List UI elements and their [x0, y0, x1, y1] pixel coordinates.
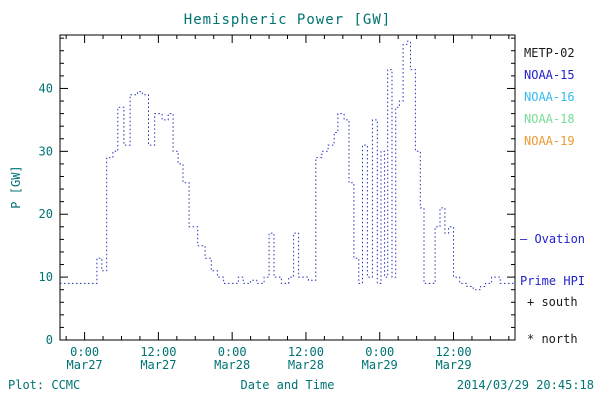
legend-south-marker: + south	[527, 295, 578, 309]
legend-item-noaa-19: NOAA-19	[524, 134, 575, 148]
chart-title: Hemispheric Power [GW]	[183, 12, 392, 28]
y-axis-label: P [GW]	[9, 165, 23, 209]
x-tick-time: 0:00	[70, 345, 99, 359]
x-tick-time: 12:00	[140, 345, 176, 359]
x-axis-label: Date and Time	[240, 378, 335, 392]
y-tick-label: 20	[39, 207, 53, 221]
plot-timestamp: 2014/03/29 20:45:18	[456, 378, 594, 392]
x-tick-date: Mar29	[362, 358, 398, 372]
x-tick-date: Mar27	[67, 358, 103, 372]
hpi-step-line	[60, 40, 515, 291]
y-tick-label: 10	[39, 270, 53, 284]
legend-ovation-prime-hpi: — Ovation Prime HPI	[520, 204, 585, 316]
y-tick-label: 0	[46, 333, 53, 347]
legend-north-marker: * north	[527, 332, 578, 346]
y-tick-label: 30	[39, 144, 53, 158]
ovation-label-line-1: — Ovation	[520, 232, 586, 246]
x-tick-time: 0:00	[365, 345, 394, 359]
plot-credit: Plot: CCMC	[8, 378, 81, 392]
legend-item-noaa-16: NOAA-16	[524, 90, 575, 104]
plot-border	[59, 34, 516, 341]
x-tick-date: Mar28	[214, 358, 250, 372]
x-tick-time: 12:00	[288, 345, 324, 359]
x-tick-date: Mar29	[435, 358, 471, 372]
x-tick-date: Mar28	[288, 358, 324, 372]
x-tick-date: Mar27	[140, 358, 176, 372]
legend-item-metp-02: METP-02	[524, 46, 575, 60]
ovation-label-line-2: Prime HPI	[520, 274, 586, 288]
legend-item-noaa-15: NOAA-15	[524, 68, 575, 82]
y-tick-label: 40	[39, 81, 53, 95]
x-tick-time: 12:00	[435, 345, 471, 359]
legend-item-noaa-18: NOAA-18	[524, 112, 575, 126]
x-tick-time: 0:00	[218, 345, 247, 359]
